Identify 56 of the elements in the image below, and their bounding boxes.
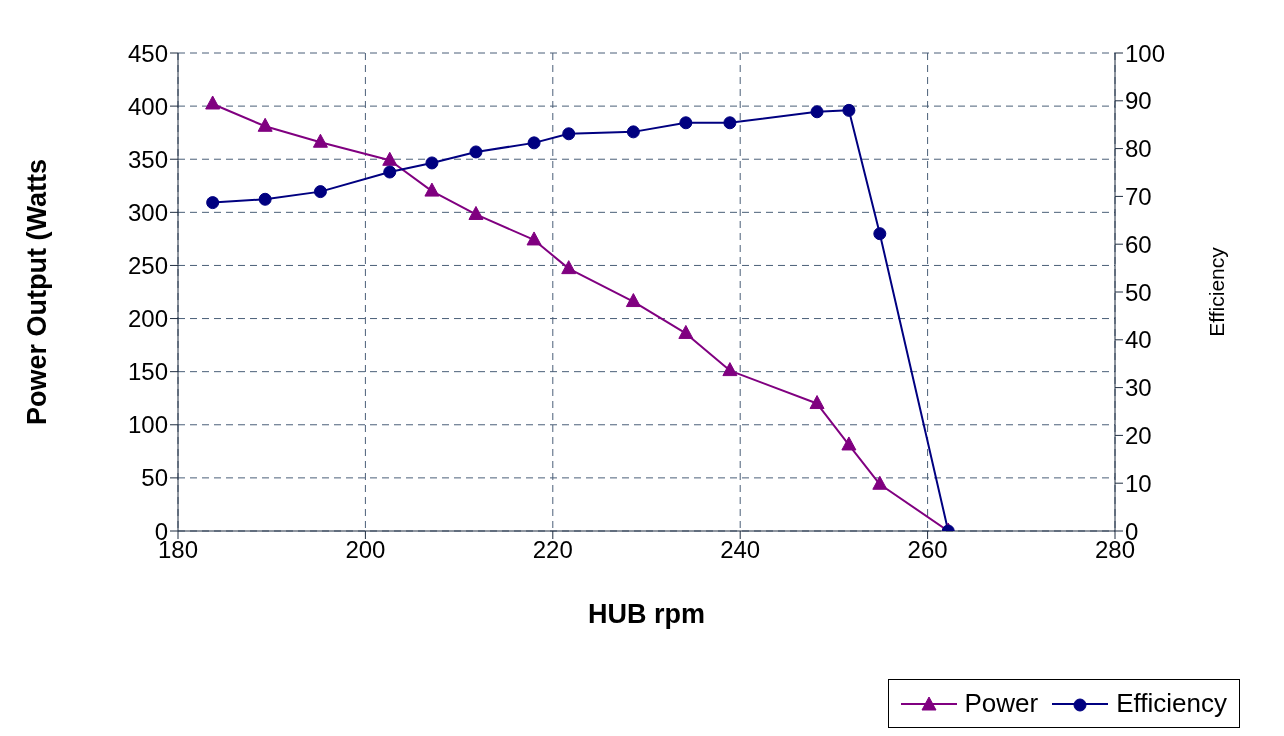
point	[625, 293, 641, 308]
y2-tick-label: 70	[1125, 182, 1152, 210]
point	[469, 145, 483, 159]
y-tick-label: 200	[127, 305, 168, 333]
point	[873, 227, 887, 241]
y-axis-title: Power Output (Watts	[21, 159, 52, 425]
point	[809, 395, 825, 410]
legend-label: Efficiency	[1116, 688, 1227, 719]
point	[257, 117, 273, 132]
y2-axis-title: Efficiency	[1205, 246, 1229, 337]
point	[842, 103, 856, 117]
y-tick-label: 150	[127, 358, 168, 386]
y2-tick-label: 60	[1125, 230, 1152, 258]
point	[678, 324, 694, 339]
y2-tick-label: 40	[1125, 326, 1152, 354]
y-tick-label: 50	[141, 464, 168, 492]
x-tick-label: 240	[720, 536, 761, 564]
point	[722, 362, 738, 377]
point	[810, 105, 824, 119]
y2-tick-label: 90	[1125, 87, 1152, 115]
point	[562, 127, 576, 141]
y2-tick-label: 20	[1125, 421, 1152, 449]
point	[723, 116, 737, 130]
x-tick-label: 260	[907, 536, 948, 564]
x-tick-label: 220	[532, 536, 573, 564]
legend-label: Power	[964, 688, 1039, 719]
point	[258, 192, 272, 206]
point	[312, 133, 328, 148]
point	[527, 136, 541, 150]
point	[383, 165, 397, 179]
point	[382, 151, 398, 166]
y2-tick-label: 50	[1125, 278, 1152, 306]
point	[468, 205, 484, 220]
point	[205, 95, 221, 110]
point	[872, 475, 888, 490]
y2-tick-label: 30	[1125, 374, 1152, 402]
y-tick-label: 300	[127, 198, 168, 226]
point	[679, 116, 693, 130]
y2-tick-label: 10	[1125, 469, 1152, 497]
y-tick-label: 250	[127, 251, 168, 279]
point	[206, 196, 220, 210]
x-axis-title: HUB rpm	[587, 599, 706, 629]
y-tick-label: 450	[127, 39, 168, 67]
point	[626, 125, 640, 139]
y-tick-label: 350	[127, 145, 168, 173]
y-tick-label: 400	[127, 92, 168, 120]
y-tick-label: 100	[127, 411, 168, 439]
y2-tick-label: 80	[1125, 135, 1152, 163]
point	[561, 260, 577, 275]
point	[526, 231, 542, 246]
point	[841, 436, 857, 451]
point	[424, 182, 440, 197]
point	[425, 156, 439, 170]
x-tick-label: 200	[345, 536, 386, 564]
y2-tick-label: 100	[1125, 39, 1166, 67]
point	[313, 185, 327, 199]
